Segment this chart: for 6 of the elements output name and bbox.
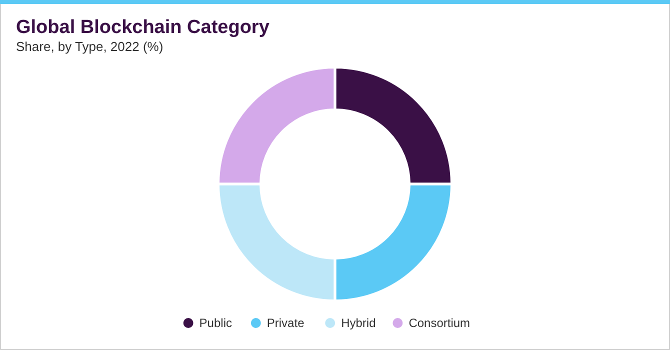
legend-label: Consortium bbox=[408, 316, 470, 330]
legend-label: Private bbox=[266, 316, 305, 330]
chart-subtitle: Share, by Type, 2022 (%) bbox=[16, 39, 164, 54]
legend-label: Hybrid bbox=[341, 316, 376, 330]
legend-label: Public bbox=[199, 316, 232, 330]
chart-title: Global Blockchain Category bbox=[16, 17, 270, 38]
